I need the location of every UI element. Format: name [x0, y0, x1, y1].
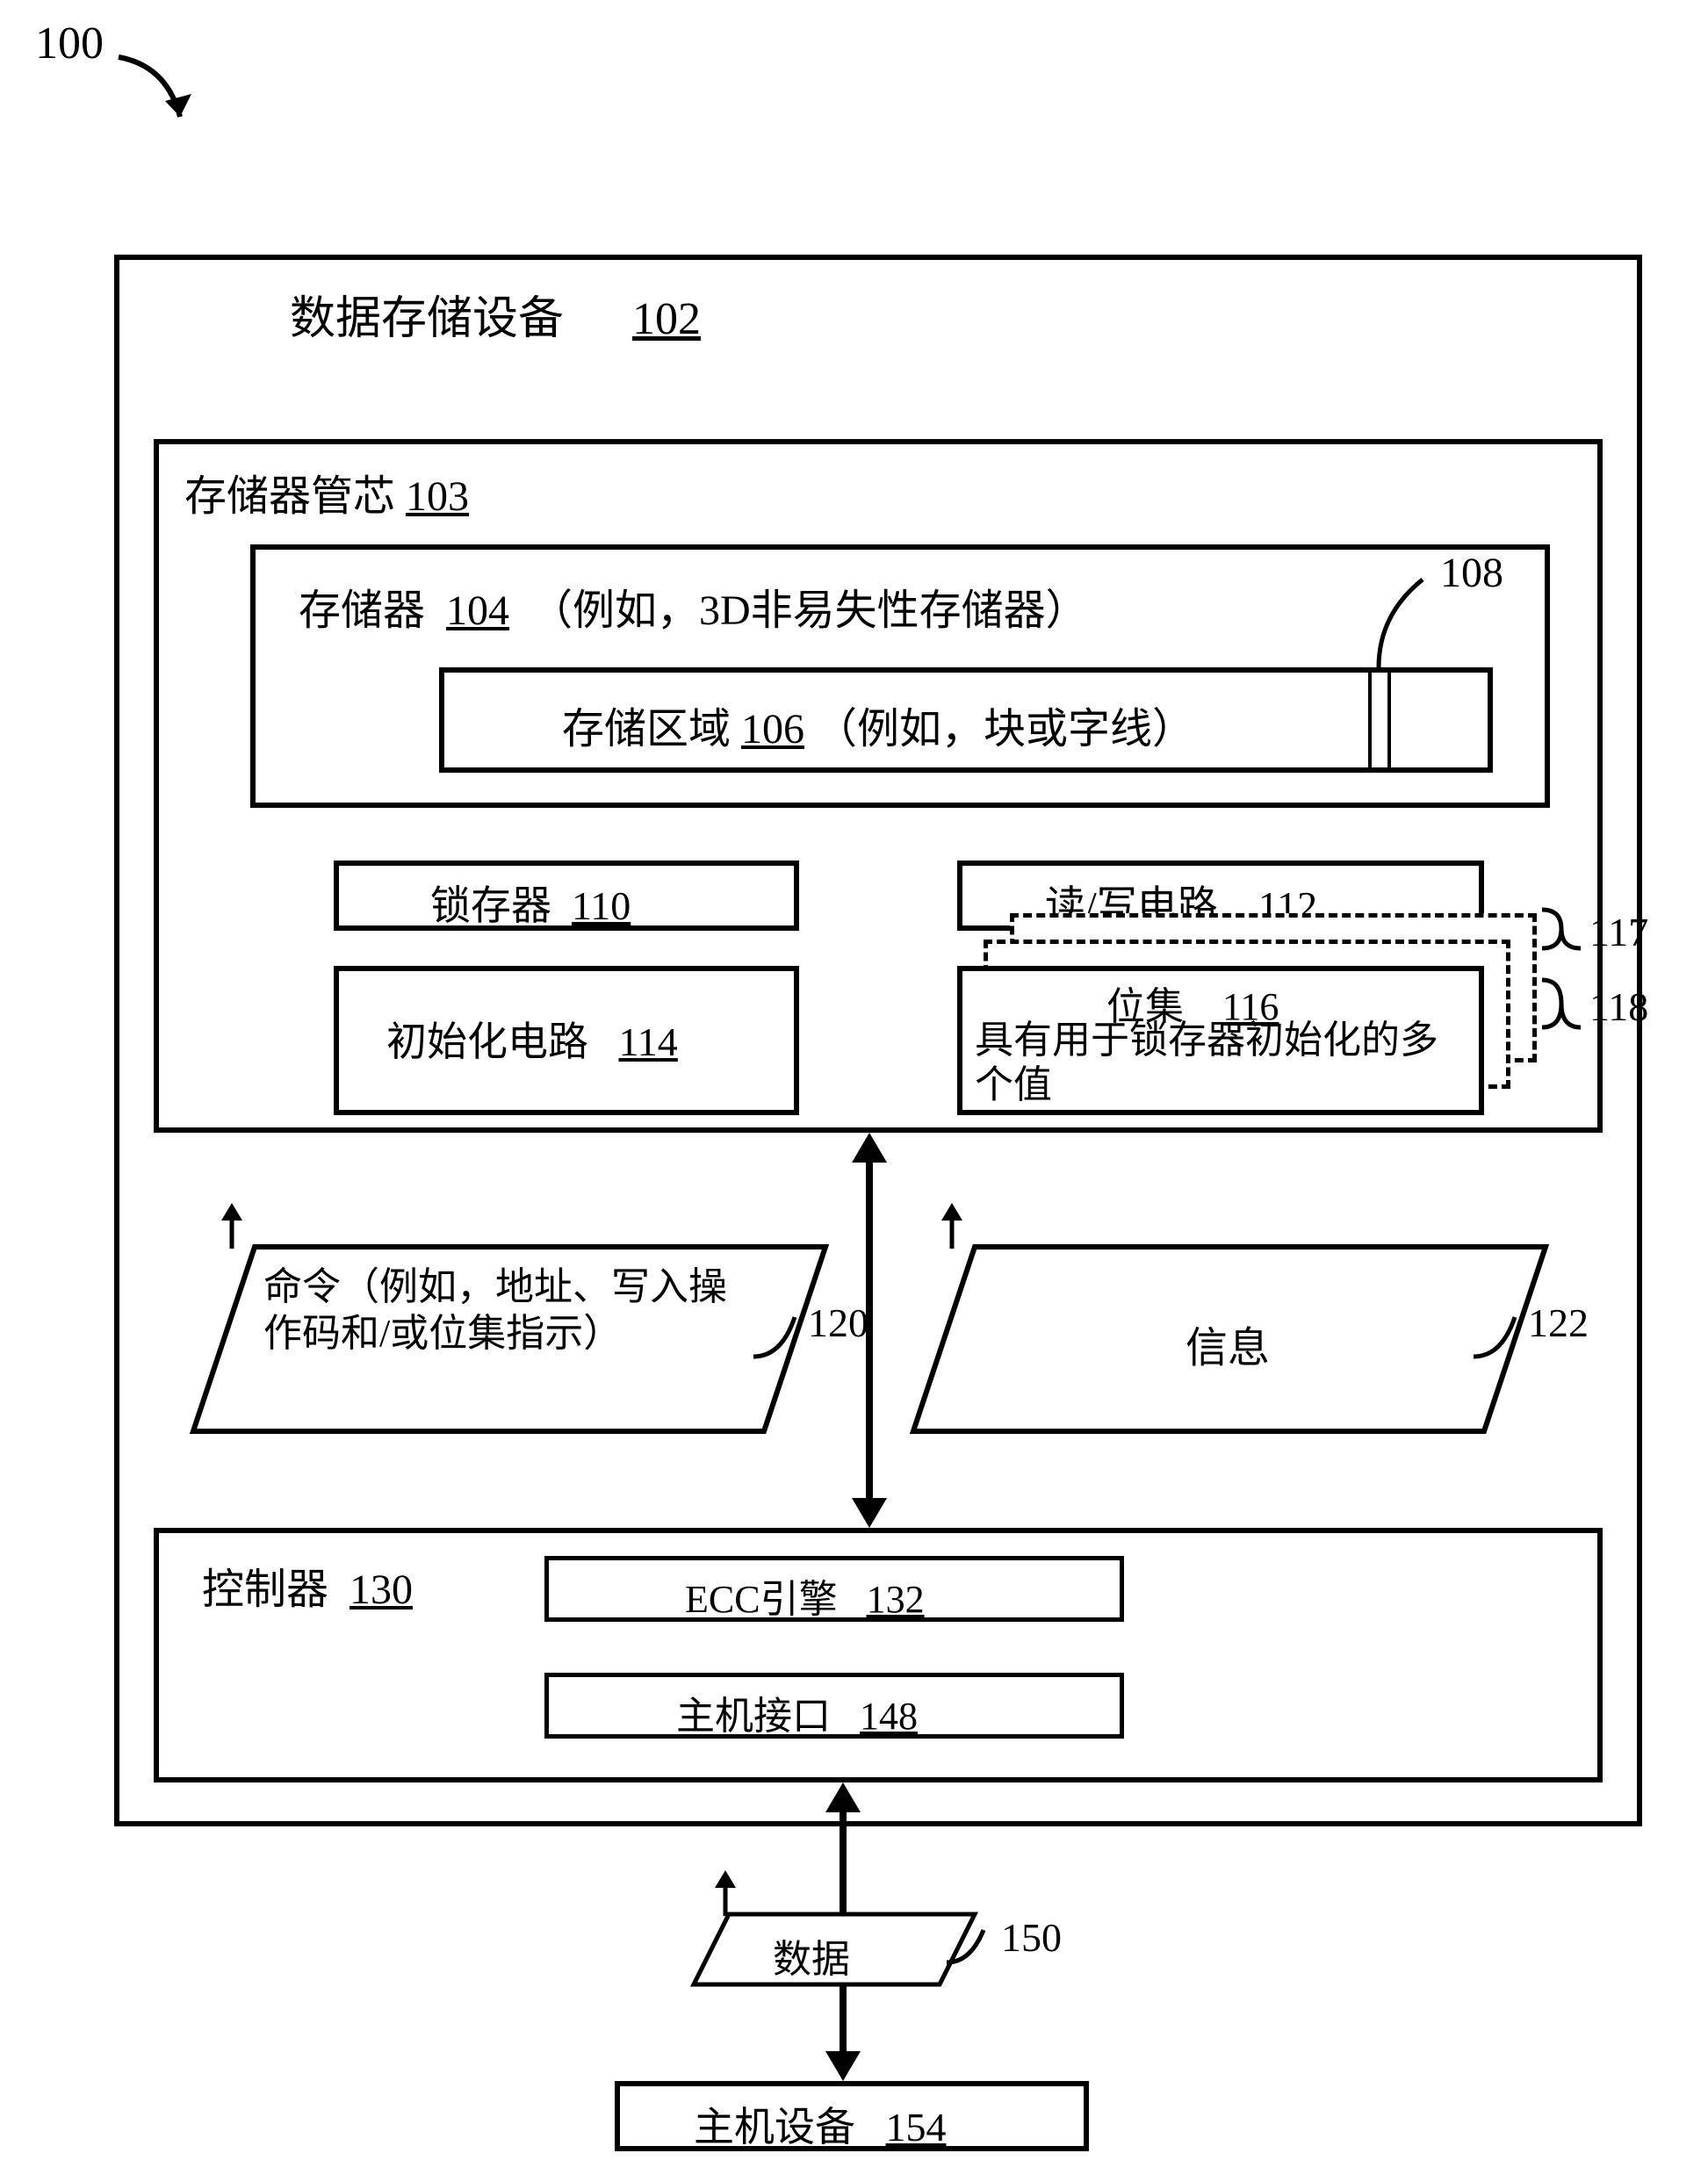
- bitset-117-ref: 117: [1589, 909, 1648, 955]
- host-if-label: 主机接口 148: [676, 1684, 918, 1740]
- figure-ref-label: 100: [35, 18, 104, 69]
- data-ref-curve: [940, 1923, 1010, 1976]
- memory-label: 存储器 104 （例如，3D非易失性存储器）: [299, 575, 1088, 637]
- storage-region-label: 存储区域 106 （例如，块或字线）: [562, 694, 1194, 755]
- data-ref: 150: [1001, 1914, 1062, 1961]
- region-marker-bar-1: [1368, 673, 1372, 767]
- data-storage-device-label: 数据存储设备 102: [290, 281, 701, 347]
- data-parallelogram: [694, 1914, 1010, 1984]
- bitset-118-ref: 118: [1589, 983, 1648, 1030]
- bitset-body-label: 具有用于锁存器初始化的多个值: [975, 1019, 1467, 1107]
- region-marker-bar-2: [1387, 673, 1391, 767]
- diagram-canvas: 100 数据存储设备 102 存储器管芯 103 存储器 104 （例如，3D非…: [0, 0, 1708, 2182]
- data-label: 数据: [773, 1927, 850, 1984]
- region-marker-ref: 108: [1440, 549, 1503, 597]
- figure-ref-arrow: [114, 48, 220, 145]
- command-label: 命令（例如，地址、写入操作码和/或位集指示）: [263, 1264, 738, 1357]
- controller-label: 控制器 130: [202, 1554, 413, 1616]
- latch-label: 锁存器 110: [430, 874, 631, 932]
- ecc-label: ECC引擎 132: [685, 1567, 925, 1624]
- memory-die-label: 存储器管芯 103: [184, 461, 469, 522]
- info-ref: 122: [1528, 1300, 1589, 1346]
- init-circuit-label: 初始化电路 114: [386, 1010, 678, 1068]
- info-label: 信息: [1186, 1313, 1270, 1374]
- command-ref: 120: [808, 1300, 868, 1346]
- data-up-arrow: [703, 1869, 755, 1921]
- host-device-label: 主机设备 154: [694, 2095, 947, 2153]
